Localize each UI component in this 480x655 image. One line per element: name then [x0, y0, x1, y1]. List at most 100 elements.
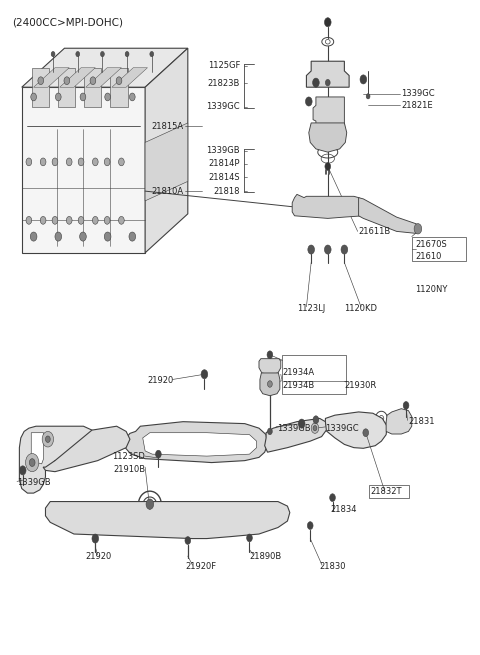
Circle shape	[42, 432, 54, 447]
Bar	[32, 67, 49, 107]
Circle shape	[100, 52, 104, 57]
Circle shape	[325, 79, 330, 86]
Circle shape	[330, 494, 336, 502]
Polygon shape	[145, 123, 188, 201]
Circle shape	[312, 78, 319, 87]
Circle shape	[299, 419, 305, 428]
Text: 1339GC: 1339GC	[206, 102, 240, 111]
Bar	[282, 356, 346, 394]
Circle shape	[363, 429, 369, 437]
Circle shape	[92, 534, 98, 543]
Text: 21920: 21920	[86, 552, 112, 561]
Polygon shape	[19, 426, 94, 493]
Circle shape	[247, 534, 252, 542]
Circle shape	[146, 499, 154, 510]
Circle shape	[105, 93, 110, 101]
Circle shape	[52, 216, 58, 224]
Text: 1339GC: 1339GC	[325, 424, 359, 433]
Text: 21934A: 21934A	[283, 369, 315, 377]
Polygon shape	[125, 422, 267, 462]
Circle shape	[26, 216, 32, 224]
Polygon shape	[43, 426, 130, 472]
Circle shape	[116, 77, 122, 84]
Text: 21814S: 21814S	[208, 173, 240, 182]
Text: 21611B: 21611B	[359, 227, 391, 236]
Circle shape	[104, 158, 110, 166]
Circle shape	[40, 158, 46, 166]
Circle shape	[119, 216, 124, 224]
Text: 21610: 21610	[416, 252, 442, 261]
Circle shape	[29, 458, 35, 466]
Text: 1125GF: 1125GF	[208, 62, 240, 70]
Circle shape	[31, 93, 36, 101]
Circle shape	[201, 369, 208, 379]
Circle shape	[93, 216, 98, 224]
Text: 21821E: 21821E	[401, 101, 433, 110]
Text: 21815A: 21815A	[151, 122, 183, 130]
Text: 21910B: 21910B	[113, 464, 145, 474]
Polygon shape	[309, 123, 347, 152]
Polygon shape	[292, 195, 366, 218]
Text: 1339GC: 1339GC	[401, 89, 435, 98]
Circle shape	[403, 402, 409, 409]
Circle shape	[324, 245, 331, 254]
Circle shape	[414, 223, 422, 234]
Text: 21934B: 21934B	[283, 381, 315, 390]
Circle shape	[129, 232, 136, 241]
Circle shape	[104, 216, 110, 224]
Text: 1339GB: 1339GB	[206, 146, 240, 155]
Circle shape	[366, 94, 370, 99]
Polygon shape	[22, 48, 188, 87]
Circle shape	[305, 97, 312, 106]
Polygon shape	[46, 502, 290, 538]
Circle shape	[80, 93, 86, 101]
Bar	[369, 485, 409, 498]
Polygon shape	[260, 373, 280, 396]
Text: 1339GB: 1339GB	[17, 477, 50, 487]
Circle shape	[30, 232, 37, 241]
Circle shape	[360, 75, 367, 84]
Circle shape	[267, 351, 273, 359]
Text: (2400CC>MPI-DOHC): (2400CC>MPI-DOHC)	[12, 17, 123, 27]
Polygon shape	[112, 67, 147, 87]
Text: 21831: 21831	[408, 417, 435, 426]
Text: 1120NY: 1120NY	[416, 286, 448, 294]
Text: 1123SD: 1123SD	[112, 451, 145, 460]
Circle shape	[185, 536, 191, 544]
Circle shape	[78, 216, 84, 224]
Text: 21890B: 21890B	[250, 552, 282, 561]
Circle shape	[80, 232, 86, 241]
Polygon shape	[34, 67, 69, 87]
Circle shape	[76, 52, 80, 57]
Circle shape	[38, 77, 44, 84]
Circle shape	[64, 77, 70, 84]
Polygon shape	[325, 412, 387, 448]
Circle shape	[26, 158, 32, 166]
Text: 21818: 21818	[214, 187, 240, 196]
Circle shape	[78, 158, 84, 166]
Text: 21670S: 21670S	[416, 240, 447, 249]
Polygon shape	[22, 87, 145, 253]
Circle shape	[311, 423, 319, 434]
Text: 1120KD: 1120KD	[344, 303, 377, 312]
Polygon shape	[306, 61, 349, 87]
Circle shape	[93, 158, 98, 166]
Text: 21920F: 21920F	[185, 562, 216, 571]
Polygon shape	[313, 97, 344, 126]
Polygon shape	[145, 48, 188, 253]
Polygon shape	[259, 359, 281, 374]
Circle shape	[25, 453, 39, 472]
Bar	[412, 236, 466, 261]
Circle shape	[150, 52, 154, 57]
Bar	[84, 67, 101, 107]
Text: 1339GB: 1339GB	[277, 424, 311, 433]
Text: 21930R: 21930R	[344, 381, 377, 390]
Circle shape	[119, 158, 124, 166]
Text: 21810A: 21810A	[151, 187, 183, 196]
Circle shape	[66, 158, 72, 166]
Polygon shape	[31, 433, 44, 464]
Text: 21814P: 21814P	[208, 159, 240, 168]
Polygon shape	[386, 409, 412, 434]
Circle shape	[51, 52, 55, 57]
Circle shape	[341, 245, 348, 254]
